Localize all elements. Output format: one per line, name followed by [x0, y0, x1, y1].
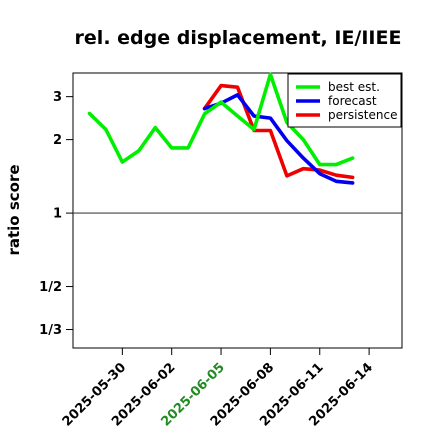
legend-entry: best est.	[328, 80, 380, 94]
y-tick-label: 1/3	[39, 323, 62, 338]
chart-title: rel. edge displacement, IE/IIEE	[75, 27, 402, 49]
plot-area: 1/31/21232025-05-302025-06-022025-06-052…	[39, 72, 403, 430]
y-tick-label: 2	[53, 133, 62, 148]
legend-entry: persistence	[328, 108, 397, 122]
series-line-persistence	[202, 83, 355, 180]
series-line-forecast	[202, 93, 355, 185]
legend-entry: forecast	[328, 94, 377, 108]
y-tick-label: 1	[53, 207, 62, 222]
y-tick-label: 1/2	[39, 280, 62, 295]
plot-frame	[72, 72, 403, 349]
series-line-best-est	[87, 72, 355, 167]
y-tick-label: 3	[53, 90, 62, 105]
y-axis-label: ratio score	[5, 164, 23, 255]
